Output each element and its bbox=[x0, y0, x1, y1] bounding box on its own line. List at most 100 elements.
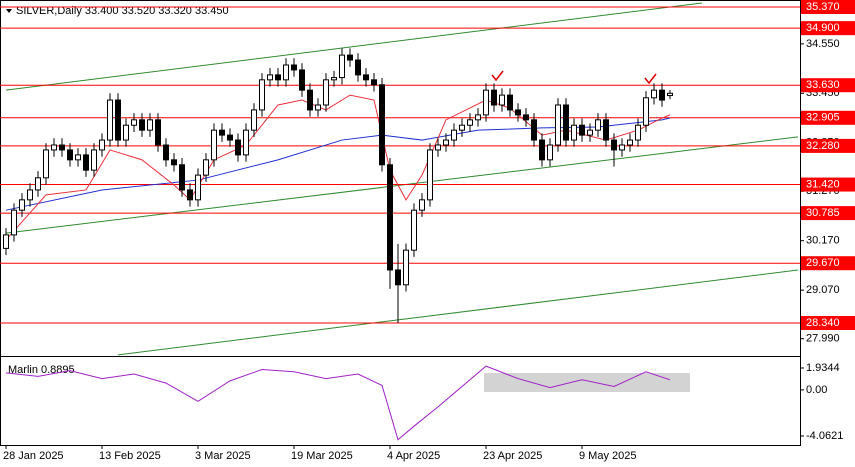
candle-body bbox=[83, 154, 89, 171]
level-label: 33.630 bbox=[806, 79, 840, 91]
candle-body bbox=[579, 124, 585, 136]
candle-body bbox=[283, 64, 289, 81]
oscillator-line bbox=[5, 365, 671, 441]
candle-body bbox=[427, 149, 433, 201]
ma-fast bbox=[5, 94, 671, 241]
level-label: 28.340 bbox=[806, 317, 840, 329]
candle-body bbox=[571, 124, 577, 141]
candle-body bbox=[435, 144, 441, 151]
candle-body bbox=[35, 177, 41, 191]
x-tick-label: 3 Mar 2025 bbox=[195, 450, 251, 462]
candle-body bbox=[627, 139, 633, 146]
candle-body bbox=[179, 164, 185, 191]
trendline bbox=[5, 2, 703, 91]
trendline bbox=[117, 269, 799, 356]
candle-body bbox=[411, 209, 417, 251]
candle-body bbox=[19, 199, 25, 211]
candle-body bbox=[211, 129, 217, 161]
candle-body bbox=[299, 69, 305, 91]
plot-frame bbox=[0, 0, 801, 446]
candle-body bbox=[635, 124, 641, 141]
candle-body bbox=[59, 144, 65, 151]
highlight-band bbox=[484, 373, 690, 392]
candle-body bbox=[51, 144, 57, 151]
candle-body bbox=[539, 139, 545, 161]
candle-body bbox=[507, 94, 513, 111]
level-tag bbox=[801, 206, 855, 221]
candle-body bbox=[419, 199, 425, 211]
x-tick-label: 23 Apr 2025 bbox=[483, 450, 542, 462]
candle-body bbox=[483, 89, 489, 116]
candle-body bbox=[331, 77, 337, 81]
candle-body bbox=[275, 74, 281, 81]
candle-body bbox=[243, 129, 249, 156]
candle-body bbox=[171, 159, 177, 166]
candle-body bbox=[475, 114, 481, 121]
level-label: 32.905 bbox=[806, 112, 840, 124]
candle-body bbox=[643, 97, 649, 126]
candle-body bbox=[67, 149, 73, 161]
candle-body bbox=[99, 139, 105, 151]
candle-body bbox=[363, 74, 369, 81]
candle-body bbox=[499, 94, 505, 106]
candle-body bbox=[123, 124, 129, 141]
y-tick-label: 34.550 bbox=[806, 38, 840, 50]
candle-body bbox=[43, 149, 49, 179]
candle-body bbox=[251, 109, 257, 131]
candle-body bbox=[115, 99, 121, 141]
chart-title: SILVER,Daily 33.400 33.520 33.320 33.450 bbox=[16, 5, 229, 17]
candle-body bbox=[587, 129, 593, 136]
osc-tick-label: 0.00 bbox=[806, 384, 827, 396]
level-tag bbox=[801, 0, 855, 15]
check-mark bbox=[491, 70, 504, 82]
level-label: 32.280 bbox=[806, 140, 840, 152]
y-tick-label: 27.990 bbox=[806, 333, 840, 345]
candle-body bbox=[467, 119, 473, 126]
candle-body bbox=[259, 79, 265, 111]
level-tag bbox=[801, 110, 855, 125]
level-label: 31.420 bbox=[806, 178, 840, 190]
candle-body bbox=[163, 144, 169, 161]
candle-body bbox=[459, 124, 465, 131]
candle-body bbox=[379, 84, 385, 166]
candle-body bbox=[187, 189, 193, 201]
candle-body bbox=[403, 249, 409, 286]
level-tag bbox=[801, 138, 855, 153]
candle-body bbox=[291, 64, 297, 71]
candle-body bbox=[443, 139, 449, 146]
candle-body bbox=[491, 89, 497, 106]
candle-body bbox=[267, 74, 273, 81]
level-label: 29.670 bbox=[806, 257, 840, 269]
level-label: 30.785 bbox=[806, 207, 840, 219]
x-tick-label: 13 Feb 2025 bbox=[99, 450, 161, 462]
candle-body bbox=[347, 54, 353, 61]
candle-body bbox=[339, 54, 345, 79]
y-tick-label: 29.070 bbox=[806, 284, 840, 296]
candle-body bbox=[595, 119, 601, 131]
candle-body bbox=[651, 89, 657, 99]
candle-body bbox=[323, 79, 329, 106]
candle-body bbox=[131, 119, 137, 126]
level-tag bbox=[801, 177, 855, 192]
x-tick-label: 4 Apr 2025 bbox=[387, 450, 440, 462]
check-mark bbox=[644, 73, 657, 85]
level-tag bbox=[801, 78, 855, 93]
candle-body bbox=[611, 139, 617, 151]
candle-body bbox=[531, 119, 537, 141]
candle-body bbox=[155, 119, 161, 146]
x-tick-label: 9 May 2025 bbox=[579, 450, 636, 462]
level-label: 35.370 bbox=[806, 1, 840, 13]
candle-body bbox=[619, 144, 625, 151]
candle-body bbox=[523, 114, 529, 121]
candle-body bbox=[315, 104, 321, 111]
candle-body bbox=[451, 129, 457, 141]
candle-body bbox=[563, 104, 569, 141]
candle-body bbox=[107, 99, 113, 141]
candle-body bbox=[3, 234, 9, 249]
x-tick-label: 19 Mar 2025 bbox=[291, 450, 353, 462]
y-tick-label: 30.170 bbox=[806, 235, 840, 247]
candle-body bbox=[659, 89, 665, 101]
candle-body bbox=[387, 164, 393, 271]
candle-body bbox=[227, 134, 233, 141]
